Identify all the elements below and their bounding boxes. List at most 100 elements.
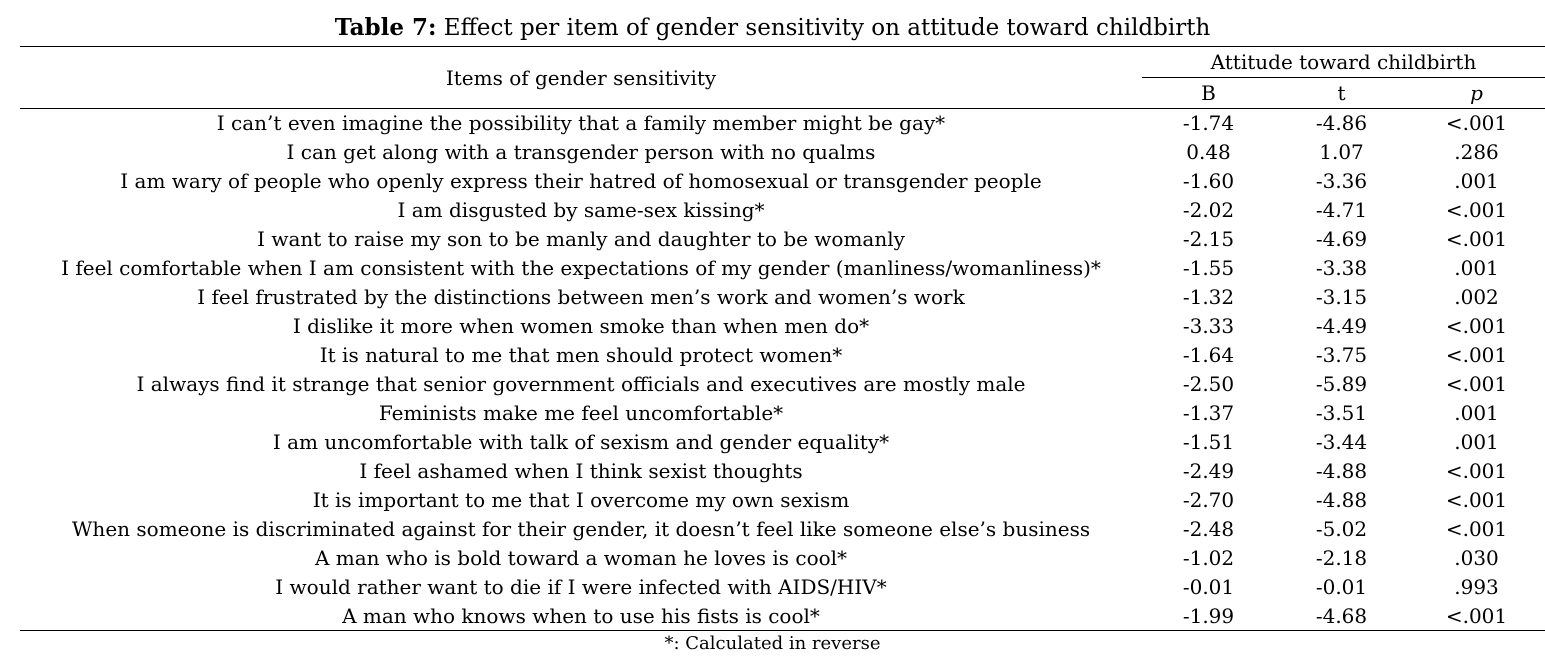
b-cell: -2.02: [1182, 198, 1235, 222]
p-cell: <.001: [1445, 372, 1508, 396]
item-cell: I dislike it more when women smoke than …: [292, 314, 870, 338]
t-cell: -2.18: [1315, 546, 1368, 570]
item-cell: I am uncomfortable with talk of sexism a…: [272, 430, 890, 454]
table-row: I am disgusted by same-sex kissing* -2.02…: [20, 196, 1545, 225]
table-footnote: *: Calculated in reverse: [664, 633, 881, 654]
b-cell: -2.49: [1182, 459, 1235, 483]
p-cell: .993: [1454, 575, 1499, 599]
item-cell: A man who knows when to use his fists is…: [20, 601, 1142, 631]
item-cell: It is natural to me that men should prot…: [319, 343, 843, 367]
item-cell: I always find it strange that senior gov…: [136, 372, 1026, 396]
results-table: Items of gender sensitivity Attitude tow…: [20, 46, 1545, 631]
p-cell: .001: [1454, 169, 1499, 193]
b-cell: 0.48: [1186, 140, 1231, 164]
table-row: I am uncomfortable with talk of sexism a…: [20, 428, 1545, 457]
t-cell: -4.49: [1315, 314, 1368, 338]
p-cell: <.001: [1445, 459, 1508, 483]
p-cell: <.001: [1445, 343, 1508, 367]
item-cell: I can get along with a transgender perso…: [286, 140, 876, 164]
t-cell: -5.02: [1315, 517, 1368, 541]
t-cell: -4.69: [1315, 227, 1368, 251]
t-cell: -3.51: [1315, 401, 1368, 425]
t-cell: -3.38: [1315, 256, 1368, 280]
p-cell: .030: [1454, 546, 1499, 570]
item-cell: I feel frustrated by the distinctions be…: [197, 285, 965, 309]
p-cell: <.001: [1408, 601, 1545, 631]
t-cell: -3.36: [1315, 169, 1368, 193]
b-cell: -2.70: [1182, 488, 1235, 512]
table-row: I dislike it more when women smoke than …: [20, 312, 1545, 341]
table-body: I can’t even imagine the possibility tha…: [20, 108, 1545, 631]
b-cell: -1.37: [1182, 401, 1235, 425]
item-cell: A man who is bold toward a woman he love…: [314, 546, 848, 570]
b-cell: -1.02: [1182, 546, 1235, 570]
table-row: I feel ashamed when I think sexist thoug…: [20, 457, 1545, 486]
b-cell: -1.32: [1182, 285, 1235, 309]
b-cell: -1.60: [1182, 169, 1235, 193]
b-cell: -2.50: [1182, 372, 1235, 396]
b-cell: -1.99: [1142, 601, 1275, 631]
t-column-header: t: [1337, 81, 1346, 105]
t-cell: -4.86: [1275, 108, 1408, 138]
item-cell: When someone is discriminated against fo…: [71, 517, 1091, 541]
p-cell: <.001: [1445, 227, 1508, 251]
table-row: A man who is bold toward a woman he love…: [20, 544, 1545, 573]
t-cell: -3.75: [1315, 343, 1368, 367]
table-row: Feminists make me feel uncomfortable* -1.…: [20, 399, 1545, 428]
table-row: I always find it strange that senior gov…: [20, 370, 1545, 399]
p-cell: <.001: [1445, 198, 1508, 222]
t-cell: 1.07: [1319, 140, 1364, 164]
b-cell: -0.01: [1182, 575, 1235, 599]
items-column-header: Items of gender sensitivity: [20, 46, 1142, 109]
table-caption-label: Table 7:: [334, 14, 437, 41]
t-cell: -4.71: [1315, 198, 1368, 222]
p-cell: <.001: [1408, 108, 1545, 138]
p-cell: .286: [1454, 140, 1499, 164]
b-cell: -1.64: [1182, 343, 1235, 367]
item-cell: I feel ashamed when I think sexist thoug…: [359, 459, 803, 483]
table-row: It is important to me that I overcome my…: [20, 486, 1545, 515]
b-cell: -2.15: [1182, 227, 1235, 251]
item-cell: I would rather want to die if I were inf…: [275, 575, 887, 599]
p-cell: <.001: [1445, 314, 1508, 338]
table-row: I feel comfortable when I am consistent …: [20, 254, 1545, 283]
item-cell: It is important to me that I overcome my…: [312, 488, 850, 512]
item-cell: Feminists make me feel uncomfortable*: [378, 401, 784, 425]
b-cell: -2.48: [1182, 517, 1235, 541]
table-caption: Table 7: Effect per item of gender sensi…: [0, 12, 1545, 44]
table-row: When someone is discriminated against fo…: [20, 515, 1545, 544]
p-cell: .001: [1454, 430, 1499, 454]
p-cell: <.001: [1445, 488, 1508, 512]
p-column-header: p: [1470, 81, 1483, 105]
t-cell: -0.01: [1315, 575, 1368, 599]
b-cell: -3.33: [1182, 314, 1235, 338]
t-cell: -5.89: [1315, 372, 1368, 396]
b-cell: -1.74: [1142, 108, 1275, 138]
table-row: I am wary of people who openly express t…: [20, 167, 1545, 196]
item-cell: I want to raise my son to be manly and d…: [257, 227, 905, 251]
table-row: A man who knows when to use his fists is…: [20, 601, 1545, 631]
p-cell: .001: [1454, 401, 1499, 425]
table-row: It is natural to me that men should prot…: [20, 341, 1545, 370]
table-row: I feel frustrated by the distinctions be…: [20, 283, 1545, 312]
p-cell: .002: [1454, 285, 1499, 309]
t-cell: -3.44: [1315, 430, 1368, 454]
b-cell: -1.51: [1182, 430, 1235, 454]
p-cell: <.001: [1445, 517, 1508, 541]
b-cell: -1.55: [1182, 256, 1235, 280]
table-header: Items of gender sensitivity Attitude tow…: [20, 46, 1545, 109]
p-cell: .001: [1454, 256, 1499, 280]
table-row: I can’t even imagine the possibility tha…: [20, 108, 1545, 138]
b-column-header: B: [1201, 81, 1216, 105]
t-cell: -3.15: [1315, 285, 1368, 309]
t-cell: -4.88: [1315, 488, 1368, 512]
table-row: I would rather want to die if I were inf…: [20, 573, 1545, 602]
t-cell: -4.68: [1275, 601, 1408, 631]
table-row: I can get along with a transgender perso…: [20, 138, 1545, 167]
item-cell: I am disgusted by same-sex kissing*: [397, 198, 765, 222]
item-cell: I am wary of people who openly express t…: [120, 169, 1042, 193]
item-cell: I feel comfortable when I am consistent …: [61, 256, 1101, 280]
t-cell: -4.88: [1315, 459, 1368, 483]
table-row: I want to raise my son to be manly and d…: [20, 225, 1545, 254]
